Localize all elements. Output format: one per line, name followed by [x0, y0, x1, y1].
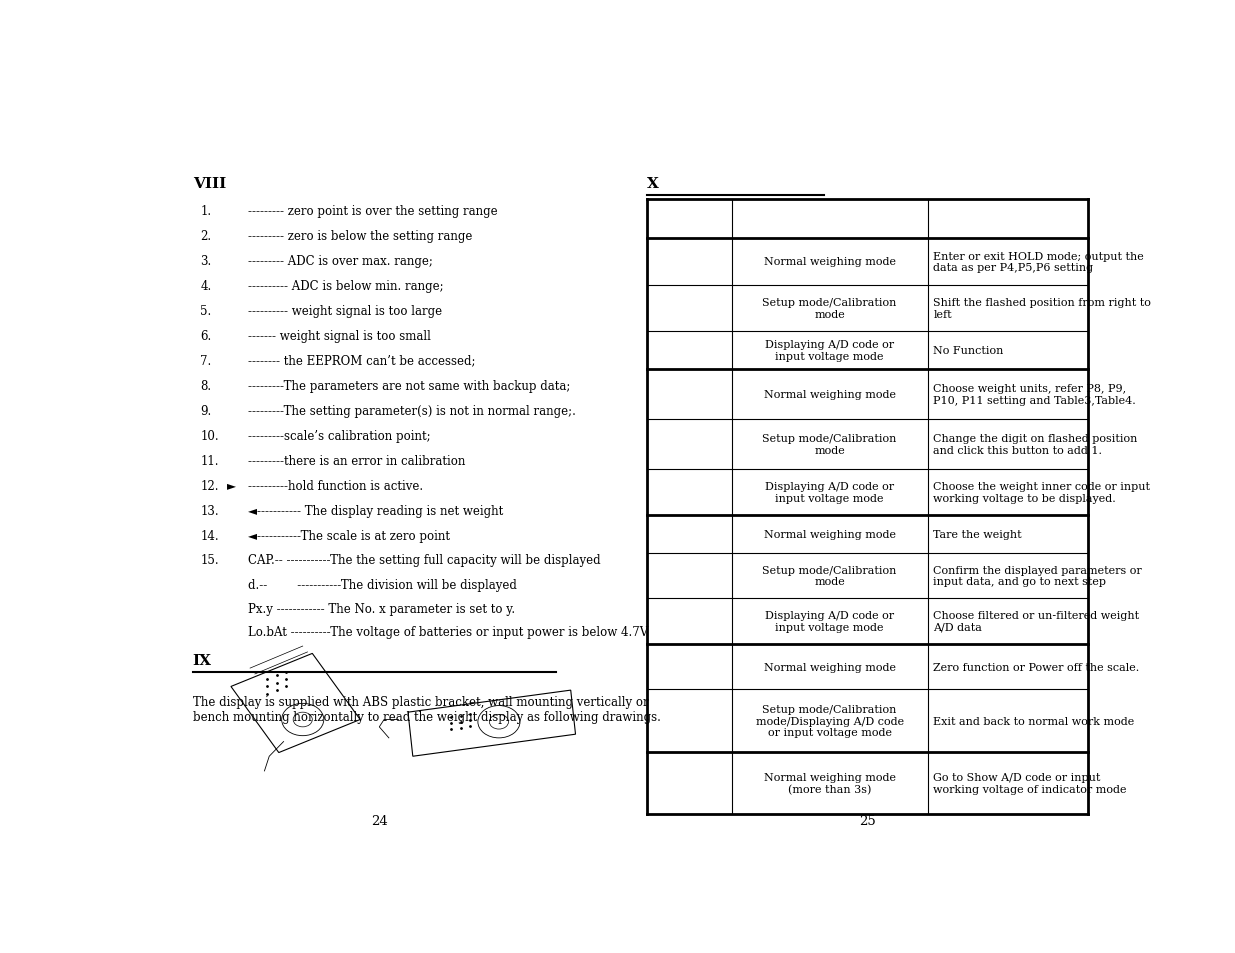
Text: 11.: 11.: [200, 455, 219, 467]
Text: IX: IX: [193, 653, 211, 667]
Text: 6.: 6.: [200, 330, 211, 342]
Text: Setup mode/Calibration
mode: Setup mode/Calibration mode: [762, 434, 897, 456]
Text: CAP.-- -----------The the setting full capacity will be displayed: CAP.-- -----------The the setting full c…: [248, 554, 600, 567]
Text: Normal weighing mode: Normal weighing mode: [763, 390, 895, 399]
Text: Choose weight units, refer P8, P9,
P10, P11 setting and Table3,Table4.: Choose weight units, refer P8, P9, P10, …: [934, 384, 1136, 405]
Text: d.--        -----------The division will be displayed: d.-- -----------The division will be dis…: [248, 578, 517, 592]
Text: 12.: 12.: [200, 479, 219, 492]
Text: ◄-----------The scale is at zero point: ◄-----------The scale is at zero point: [248, 529, 451, 542]
Text: 8.: 8.: [200, 379, 211, 393]
Text: --------- zero point is over the setting range: --------- zero point is over the setting…: [248, 205, 498, 217]
Text: Normal weighing mode: Normal weighing mode: [763, 662, 895, 672]
Text: Displaying A/D code or
input voltage mode: Displaying A/D code or input voltage mod…: [764, 340, 894, 361]
Text: 10.: 10.: [200, 429, 219, 442]
Text: Enter or exit HOLD mode; output the
data as per P4,P5,P6 setting: Enter or exit HOLD mode; output the data…: [934, 252, 1144, 273]
Text: ------- weight signal is too small: ------- weight signal is too small: [248, 330, 431, 342]
Text: Exit and back to normal work mode: Exit and back to normal work mode: [934, 716, 1135, 726]
Text: Setup mode/Calibration
mode: Setup mode/Calibration mode: [762, 298, 897, 319]
Text: 9.: 9.: [200, 404, 211, 417]
Text: Px.y ------------ The No. x parameter is set to y.: Px.y ------------ The No. x parameter is…: [248, 602, 515, 616]
Text: 24: 24: [370, 815, 388, 827]
Text: Tare the weight: Tare the weight: [934, 529, 1023, 539]
Text: Normal weighing mode
(more than 3s): Normal weighing mode (more than 3s): [763, 772, 895, 794]
Text: ---------- weight signal is too large: ---------- weight signal is too large: [248, 304, 442, 317]
Text: Choose filtered or un-filtered weight
A/D data: Choose filtered or un-filtered weight A/…: [934, 611, 1140, 632]
Text: No Function: No Function: [934, 346, 1004, 355]
Text: ---------- ADC is below min. range;: ---------- ADC is below min. range;: [248, 279, 443, 293]
Text: 25: 25: [860, 815, 876, 827]
Text: Go to Show A/D code or input
working voltage of indicator mode: Go to Show A/D code or input working vol…: [934, 773, 1128, 794]
Text: ---------there is an error in calibration: ---------there is an error in calibratio…: [248, 455, 466, 467]
Text: Setup mode/Calibration
mode/Displaying A/D code
or input voltage mode: Setup mode/Calibration mode/Displaying A…: [756, 704, 904, 738]
Text: Choose the weight inner code or input
working voltage to be displayed.: Choose the weight inner code or input wo…: [934, 481, 1151, 503]
Text: Zero function or Power off the scale.: Zero function or Power off the scale.: [934, 662, 1140, 672]
Text: Lo.bAt ----------The voltage of batteries or input power is below 4.7V: Lo.bAt ----------The voltage of batterie…: [248, 626, 648, 639]
Text: --------- zero is below the setting range: --------- zero is below the setting rang…: [248, 230, 473, 243]
Text: 15.: 15.: [200, 554, 219, 567]
Text: 4.: 4.: [200, 279, 211, 293]
Text: --------- ADC is over max. range;: --------- ADC is over max. range;: [248, 254, 433, 268]
Text: The display is supplied with ABS plastic bracket, wall mounting vertically or
be: The display is supplied with ABS plastic…: [193, 696, 661, 723]
Text: 5.: 5.: [200, 304, 211, 317]
Text: Normal weighing mode: Normal weighing mode: [763, 257, 895, 267]
Text: ---------scale’s calibration point;: ---------scale’s calibration point;: [248, 429, 431, 442]
Text: 1.: 1.: [200, 205, 211, 217]
Text: 7.: 7.: [200, 355, 211, 367]
Text: 14.: 14.: [200, 529, 219, 542]
Text: Shift the flashed position from right to
left: Shift the flashed position from right to…: [934, 298, 1151, 319]
Text: ---------The setting parameter(s) is not in normal range;.: ---------The setting parameter(s) is not…: [248, 404, 576, 417]
Text: VIII: VIII: [193, 176, 226, 191]
Text: ►: ►: [227, 479, 236, 492]
Text: Normal weighing mode: Normal weighing mode: [763, 529, 895, 539]
Text: 3.: 3.: [200, 254, 211, 268]
Text: 2.: 2.: [200, 230, 211, 243]
Text: Displaying A/D code or
input voltage mode: Displaying A/D code or input voltage mod…: [764, 481, 894, 503]
Text: ----------hold function is active.: ----------hold function is active.: [248, 479, 424, 492]
Text: X: X: [647, 176, 659, 191]
Text: 13.: 13.: [200, 504, 219, 517]
Text: ◄----------- The display reading is net weight: ◄----------- The display reading is net …: [248, 504, 504, 517]
Text: Change the digit on flashed position
and click this button to add 1.: Change the digit on flashed position and…: [934, 434, 1137, 456]
Text: -------- the EEPROM can’t be accessed;: -------- the EEPROM can’t be accessed;: [248, 355, 475, 367]
Text: ---------The parameters are not same with backup data;: ---------The parameters are not same wit…: [248, 379, 571, 393]
Text: Displaying A/D code or
input voltage mode: Displaying A/D code or input voltage mod…: [764, 611, 894, 632]
Text: Setup mode/Calibration
mode: Setup mode/Calibration mode: [762, 565, 897, 587]
Text: Confirm the displayed parameters or
input data, and go to next step: Confirm the displayed parameters or inpu…: [934, 565, 1142, 587]
